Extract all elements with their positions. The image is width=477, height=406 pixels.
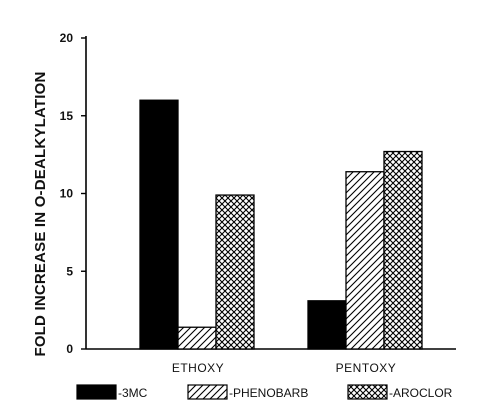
x-category-label: PENTOXY [336,361,397,375]
x-category-label: ETHOXY [172,361,224,375]
legend-swatch-phenobarb [187,384,228,400]
legend: -3MC -PHENOBARB -AROCLOR [76,384,453,400]
y-tick-label: 15 [60,109,74,123]
bar-ethoxy-aroclor [215,194,255,350]
bar-pentoxy-phenobarb [345,171,385,350]
y-tick-label: 20 [60,31,74,45]
y-axis-title: FOLD INCREASE IN O-DEALKYLATION [32,71,49,356]
bars [139,99,423,350]
category-labels: ETHOXY PENTOXY [172,361,396,375]
bar-ethoxy-3mc [139,99,179,350]
y-tick-label: 10 [60,187,74,201]
y-tick-label: 0 [66,342,73,356]
legend-label: -PHENOBARB [229,386,308,400]
legend-swatch-3mc [76,384,117,400]
bar-pentoxy-aroclor [383,150,423,350]
bar-ethoxy-phenobarb [177,326,217,350]
bar-pentoxy-3mc [307,300,347,350]
legend-label: -AROCLOR [389,386,453,400]
legend-label: -3MC [118,386,148,400]
y-tick-label: 5 [66,264,73,278]
legend-swatch-aroclor [347,384,388,400]
